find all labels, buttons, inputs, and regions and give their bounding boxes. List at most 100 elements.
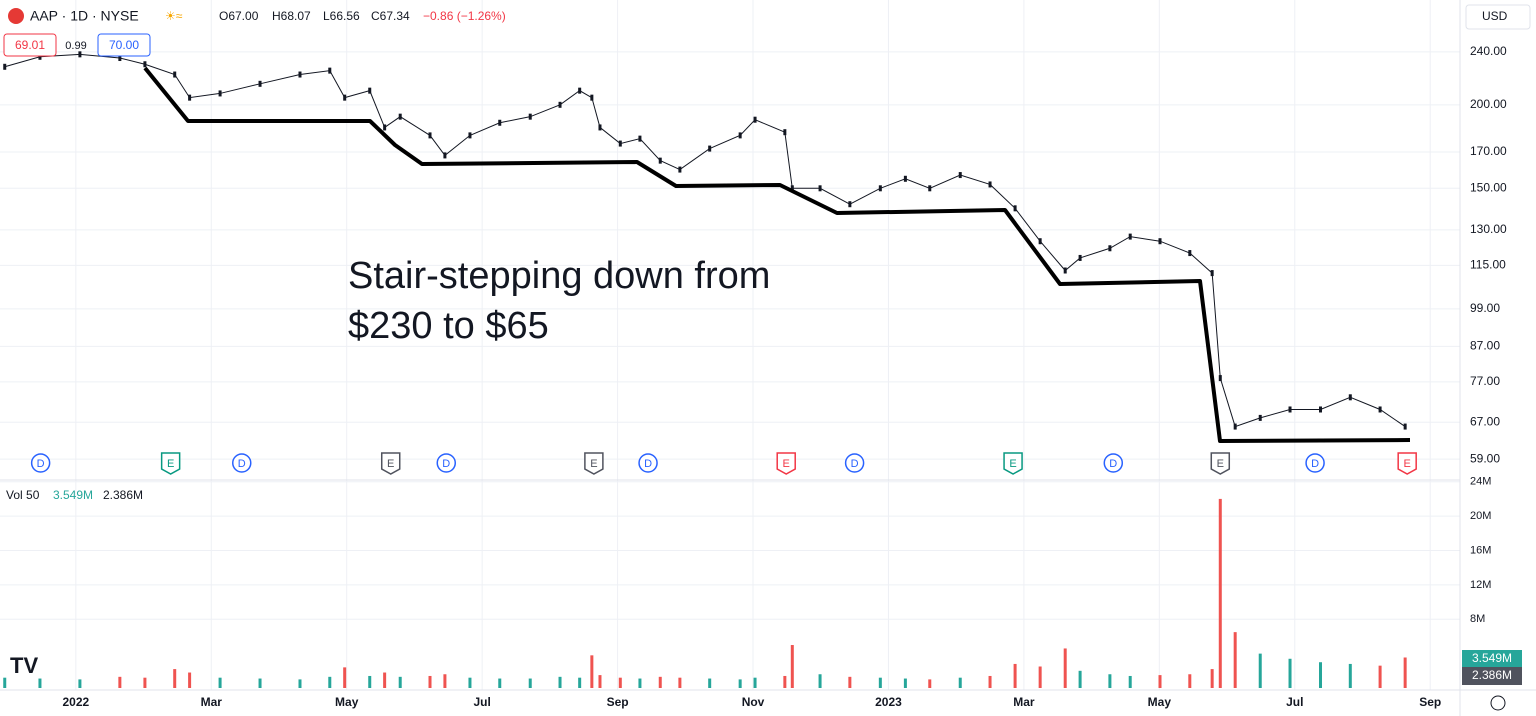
y-tick-label: 115.00 — [1470, 258, 1506, 272]
currency: USD — [1482, 9, 1508, 23]
event-label: D — [37, 458, 45, 470]
session-icon: ☀≈ — [165, 9, 183, 23]
volume-average-tag: 2.386M — [1472, 668, 1512, 682]
candle — [383, 124, 387, 131]
low: L66.56 — [323, 9, 360, 23]
candle — [528, 113, 532, 120]
annotation: $230 to $65 — [348, 305, 549, 347]
event-marker — [638, 453, 658, 473]
volume-bar — [443, 674, 447, 688]
volume-bar — [848, 676, 852, 688]
candle — [1188, 250, 1192, 257]
volume-bar — [558, 676, 562, 688]
volume-bar — [818, 674, 822, 688]
volume-bar — [958, 677, 962, 688]
candle — [928, 185, 932, 192]
candle — [1378, 406, 1382, 413]
volume-bar — [1063, 648, 1067, 688]
event-marker — [160, 452, 181, 475]
volume-bar — [1188, 674, 1192, 688]
y-tick-label: 240.00 — [1470, 44, 1507, 58]
volume-bar — [590, 655, 594, 688]
candle — [1348, 394, 1352, 401]
event-label: D — [238, 458, 246, 470]
candle — [708, 145, 712, 152]
volume-bar — [3, 677, 7, 688]
x-tick-label: Nov — [742, 695, 765, 709]
y-tick-label: 16M — [1470, 544, 1491, 556]
volume-label: Vol 50 — [6, 488, 40, 502]
x-tick-label: May — [1148, 695, 1172, 709]
y-tick-label: 150.00 — [1470, 180, 1507, 194]
volume-bar — [578, 677, 582, 688]
event-marker — [1397, 452, 1417, 475]
event-label: E — [1009, 458, 1016, 470]
x-tick-label: 2023 — [875, 695, 902, 709]
volume-bar — [618, 677, 622, 688]
volume-last-badge — [1462, 650, 1522, 668]
stair-drawing — [143, 66, 1411, 443]
ask-badge[interactable] — [97, 33, 151, 57]
candle — [1038, 238, 1042, 245]
volume-bar — [1128, 675, 1132, 688]
volume-bar — [218, 677, 222, 688]
candle — [738, 132, 742, 139]
candle — [443, 152, 447, 159]
candle — [818, 185, 822, 192]
event-label: E — [1404, 458, 1411, 470]
volume-bar — [1108, 674, 1112, 688]
settings-icon[interactable] — [1490, 695, 1506, 711]
volume-bar — [38, 678, 42, 688]
x-tick-label: Jul — [473, 695, 490, 709]
spread: 0.99 — [65, 40, 86, 52]
volume-bar — [1038, 666, 1042, 688]
open: O67.00 — [219, 9, 259, 23]
candle — [753, 116, 757, 123]
candle — [258, 80, 262, 87]
candle — [590, 94, 594, 101]
candle — [468, 132, 472, 139]
candle — [3, 63, 7, 70]
currency-button[interactable] — [1465, 4, 1531, 30]
event-marker — [584, 452, 604, 475]
candle — [1403, 423, 1407, 430]
y-tick-label: 20M — [1470, 510, 1491, 522]
x-tick-label: 2022 — [62, 695, 89, 709]
event-label: D — [1109, 458, 1117, 470]
y-tick-label: 24M — [1470, 476, 1491, 488]
event-marker — [1305, 453, 1325, 473]
symbol-logo — [8, 8, 24, 24]
volume-bar — [1013, 663, 1017, 688]
volume-bar — [498, 678, 502, 688]
volume-bar — [1319, 662, 1323, 688]
candle — [1013, 205, 1017, 212]
volume-bar — [790, 645, 794, 688]
volume-bar — [118, 676, 122, 688]
event-marker — [30, 453, 51, 473]
volume-bar — [1403, 657, 1407, 688]
y-tick-label: 67.00 — [1470, 414, 1500, 428]
x-tick-label: Mar — [1013, 695, 1035, 709]
volume-bar — [988, 675, 992, 688]
volume-bar — [678, 677, 682, 688]
candle — [678, 166, 682, 173]
volume-bar — [753, 677, 757, 688]
candle — [498, 119, 502, 126]
volume-bar — [328, 676, 332, 688]
candle — [1108, 245, 1112, 252]
x-tick-label: Jul — [1286, 695, 1303, 709]
candle — [428, 132, 432, 139]
candle — [218, 90, 222, 97]
bid-badge[interactable] — [3, 33, 57, 57]
annotation: Stair-stepping down from — [348, 255, 770, 297]
candle — [188, 94, 192, 101]
volume-bar — [173, 669, 177, 688]
volume-bar — [658, 676, 662, 688]
volume-bar — [398, 676, 402, 688]
candle — [1063, 267, 1067, 274]
volume-bar — [928, 679, 932, 688]
candle — [598, 124, 602, 131]
event-label: E — [167, 458, 174, 470]
event-label: D — [644, 458, 652, 470]
